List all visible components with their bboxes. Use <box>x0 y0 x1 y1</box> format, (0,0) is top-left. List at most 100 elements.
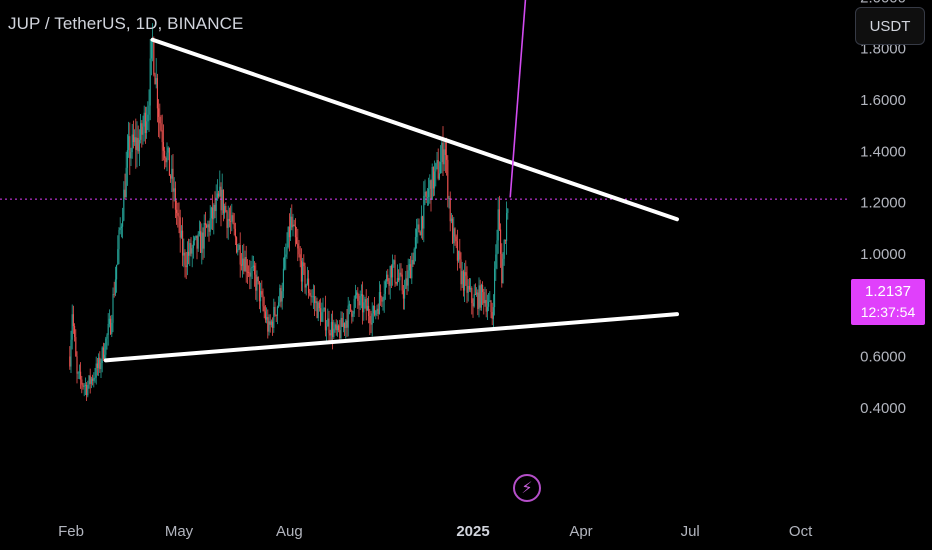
candle-body <box>96 363 98 369</box>
candle-body <box>353 298 355 314</box>
candle-body <box>107 323 109 335</box>
candle-body <box>395 282 397 284</box>
candle-body <box>358 301 360 306</box>
candle-body <box>476 292 478 295</box>
candle-body <box>461 271 463 285</box>
candle-body <box>314 296 316 303</box>
candle-body <box>308 278 310 293</box>
candle-body <box>494 268 496 308</box>
candle-body <box>299 254 301 261</box>
candle-body <box>330 322 332 336</box>
candle-body <box>69 356 71 367</box>
candle-body <box>78 371 80 373</box>
candle-body <box>285 254 287 257</box>
currency-button[interactable]: USDT <box>855 7 925 45</box>
candle-body <box>496 240 498 255</box>
candle-body <box>320 308 322 322</box>
candle-body <box>195 235 197 239</box>
trendline[interactable] <box>103 312 679 363</box>
candle-body <box>426 196 428 198</box>
y-tick-label: 0.6000 <box>860 349 906 366</box>
candle-body <box>474 294 476 296</box>
candle-body <box>453 228 455 244</box>
candle-body <box>449 198 451 222</box>
candle-body <box>215 197 217 212</box>
candle-body <box>273 306 275 328</box>
candle-body <box>144 112 146 134</box>
candle-body <box>336 325 338 331</box>
candle-body <box>234 228 236 238</box>
x-tick-label: Feb <box>58 523 84 540</box>
candle-body <box>412 260 414 265</box>
candle-body <box>418 224 420 233</box>
candle-body <box>80 371 82 380</box>
candle-body <box>231 215 233 222</box>
candle-body <box>173 188 175 192</box>
candle-body <box>354 294 356 299</box>
candle-body <box>390 265 392 278</box>
candle-body <box>347 305 349 328</box>
candle-body <box>278 302 280 307</box>
candle-body <box>258 281 260 302</box>
candle-body <box>198 231 200 234</box>
candle-body <box>452 218 454 244</box>
candle-body <box>416 229 418 238</box>
candle-body <box>148 105 150 115</box>
candle-body <box>203 222 205 249</box>
candle-body <box>504 240 506 242</box>
candle-body <box>489 300 491 302</box>
candle-body <box>168 147 170 176</box>
y-tick-label: 2.0000 <box>860 0 906 6</box>
candle-body <box>293 224 295 227</box>
candle-body <box>161 130 163 143</box>
candle-body <box>218 193 220 197</box>
candle-body <box>93 377 95 381</box>
drawings-layer[interactable] <box>103 0 679 363</box>
candle-body <box>111 322 113 335</box>
candle-body <box>288 226 290 238</box>
candle-body <box>479 285 481 308</box>
candle-body <box>184 252 186 266</box>
trendline[interactable] <box>150 37 679 222</box>
candle-body <box>180 230 182 238</box>
x-axis: Feb May Aug 2025 Apr Jul Oct <box>58 523 813 540</box>
candle-body <box>316 301 318 318</box>
candle-body <box>101 347 103 364</box>
candle-body <box>124 189 126 198</box>
candle-body <box>399 272 401 281</box>
candle-body <box>170 175 172 179</box>
candle-body <box>442 142 444 165</box>
candle-body <box>140 123 142 140</box>
candle-body <box>158 108 160 117</box>
candle-body <box>74 326 76 338</box>
candle-body <box>102 347 104 360</box>
candle-body <box>159 116 161 124</box>
candle-body <box>443 149 445 165</box>
bar-countdown: 12:37:54 <box>860 304 916 320</box>
candle-body <box>257 276 259 282</box>
x-tick-label: Oct <box>789 523 813 540</box>
candle-body <box>290 216 292 238</box>
candle-body <box>268 321 270 332</box>
candle-body <box>507 208 509 213</box>
candle-body <box>130 152 132 159</box>
candle-body <box>297 243 299 249</box>
projection-arrow[interactable] <box>509 0 527 198</box>
lightning-bolt-icon[interactable]: ⚡︎ <box>513 474 541 502</box>
candle-body <box>279 288 281 303</box>
candle-body <box>82 384 84 387</box>
candle-body <box>473 294 475 307</box>
candle-body <box>71 314 73 340</box>
candle-body <box>480 285 482 308</box>
candle-body <box>422 216 424 229</box>
candle-body <box>370 323 372 325</box>
candle-body <box>310 295 312 297</box>
candle-body <box>228 218 230 222</box>
candle-body <box>490 300 492 313</box>
candle-body <box>402 290 404 299</box>
candle-body <box>398 278 400 281</box>
candle-body <box>393 260 395 265</box>
candle-body <box>323 308 325 310</box>
candle-body <box>329 333 331 336</box>
